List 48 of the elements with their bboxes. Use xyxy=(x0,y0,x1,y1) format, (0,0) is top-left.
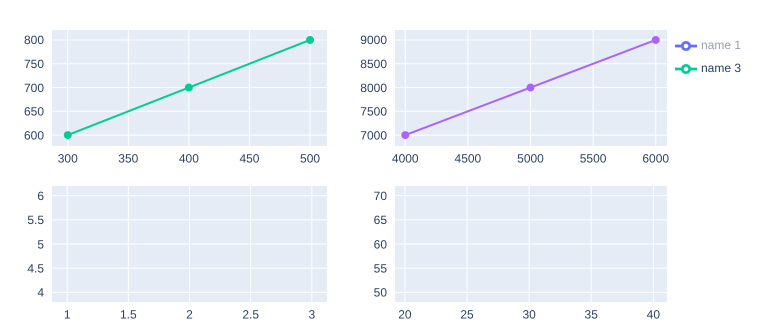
x-tick-label: 20 xyxy=(398,308,412,322)
x-tick-label: 25 xyxy=(460,308,474,322)
x-tick-label: 4500 xyxy=(454,152,482,166)
x-tick-label: 3 xyxy=(308,308,316,322)
y-tick-label: 9000 xyxy=(360,33,388,48)
x-tick-label: 1 xyxy=(64,308,71,322)
y-tick-label: 6 xyxy=(37,188,44,203)
x-tick-label: 2.5 xyxy=(242,308,260,322)
point xyxy=(526,84,534,92)
y-tick-label: 600 xyxy=(24,128,44,142)
point xyxy=(401,131,410,140)
point xyxy=(652,36,660,44)
y-tick-label: 65 xyxy=(374,213,388,228)
y-tick-label: 55 xyxy=(374,261,388,276)
point xyxy=(306,36,314,44)
x-tick-label: 1.5 xyxy=(120,308,137,322)
y-tick-label: 60 xyxy=(374,237,388,252)
y-tick-label: 7500 xyxy=(360,104,388,119)
point xyxy=(64,131,72,140)
y-tick-label: 650 xyxy=(24,104,44,119)
point xyxy=(184,84,193,92)
y-tick-label: 50 xyxy=(374,286,388,300)
x-tick-label: 40 xyxy=(646,308,660,322)
legend-label: name 1 xyxy=(701,38,742,52)
x-tick-label: 4000 xyxy=(392,152,419,166)
y-tick-label: 8500 xyxy=(360,57,388,72)
x-tick-label: 400 xyxy=(178,152,200,166)
y-tick-label: 4.5 xyxy=(27,261,44,276)
y-tick-label: 700 xyxy=(24,80,44,95)
x-tick-label: 5000 xyxy=(517,152,544,166)
x-tick-label: 450 xyxy=(239,152,260,166)
x-tick-label: 6000 xyxy=(642,152,670,166)
x-tick-label: 35 xyxy=(584,308,598,322)
x-tick-label: 5500 xyxy=(580,152,607,166)
x-tick-label: 2 xyxy=(186,308,194,322)
y-tick-label: 4 xyxy=(37,286,44,300)
x-tick-label: 30 xyxy=(522,308,536,322)
x-tick-label: 500 xyxy=(300,152,320,166)
x-tick-label: 300 xyxy=(58,152,78,166)
y-tick-label: 7000 xyxy=(360,128,388,142)
y-tick-label: 750 xyxy=(24,57,44,72)
y-tick-label: 5 xyxy=(37,237,44,252)
y-tick-label: 5.5 xyxy=(27,213,44,228)
x-tick-label: 350 xyxy=(118,152,139,166)
legend-label: name 3 xyxy=(701,60,742,75)
y-tick-label: 8000 xyxy=(360,80,388,95)
y-tick-label: 70 xyxy=(374,188,388,203)
y-tick-label: 800 xyxy=(24,33,44,48)
